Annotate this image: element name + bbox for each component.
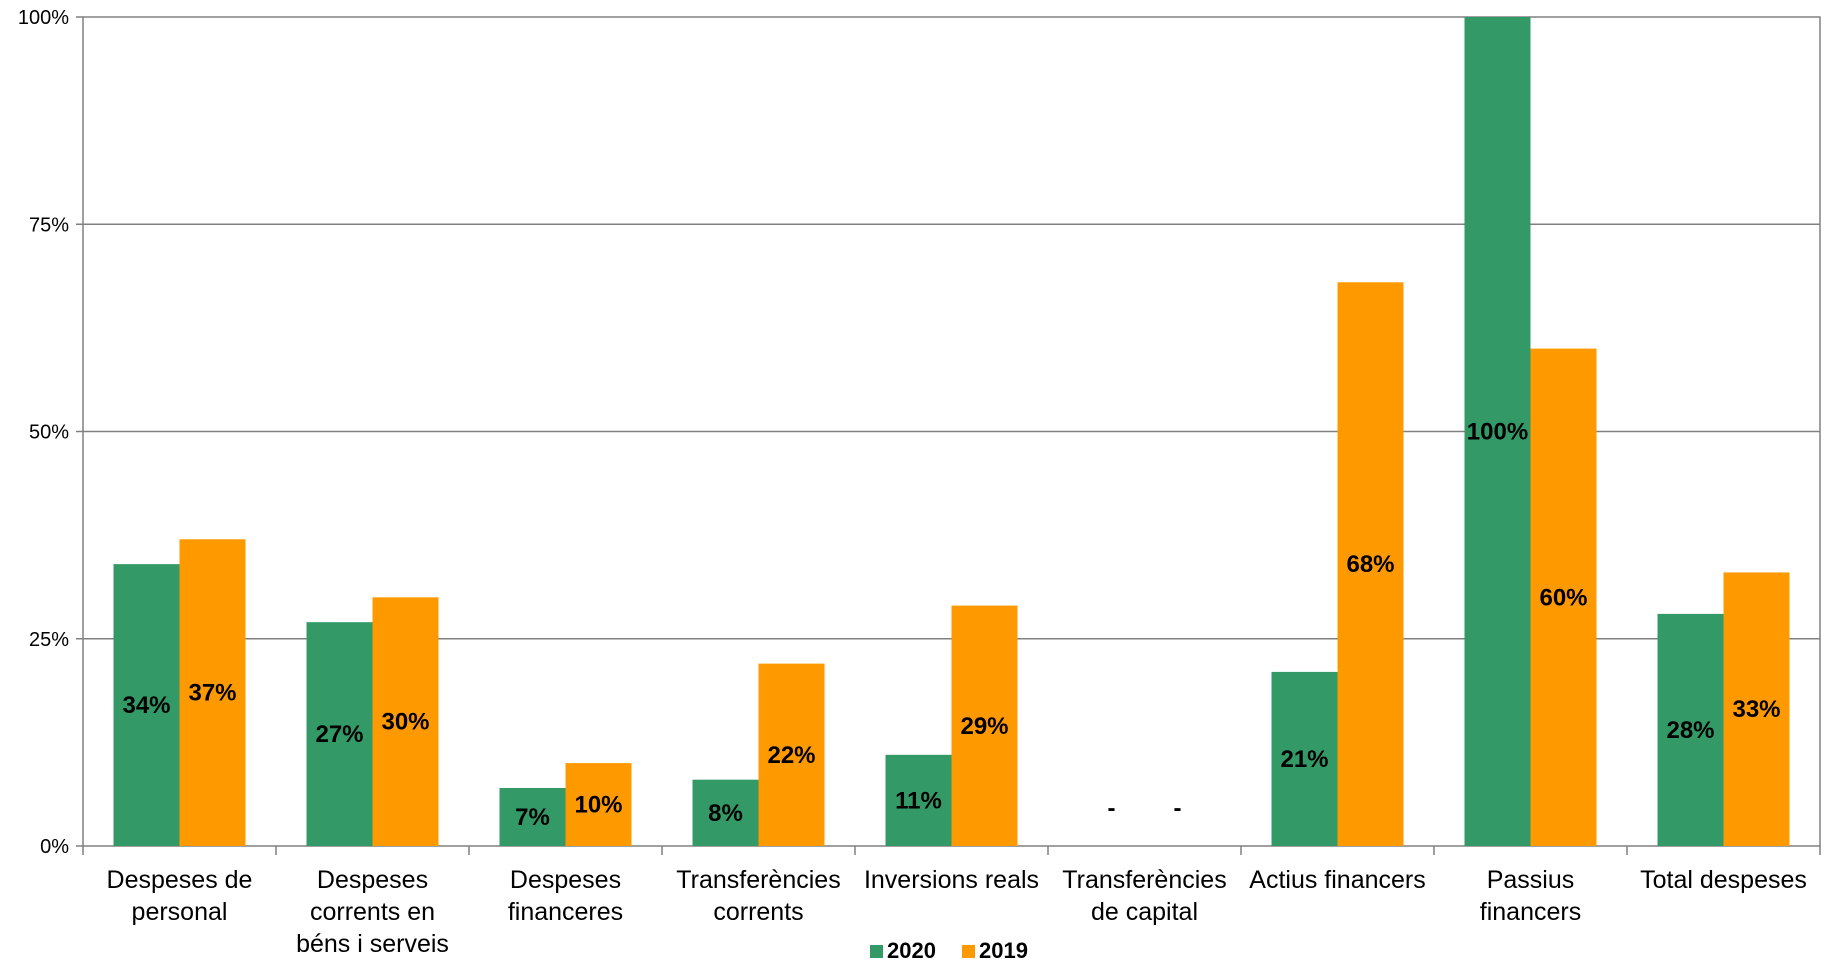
- x-category-label-line: financeres: [508, 898, 623, 926]
- data-label-2020-2: 7%: [515, 804, 550, 831]
- data-label-2020-7: 100%: [1467, 419, 1528, 446]
- x-category-label: Passius financers: [1480, 866, 1581, 926]
- legend-label-2020: 2020: [887, 938, 936, 963]
- data-label-2020-4: 11%: [895, 787, 942, 814]
- x-category-label: Transferències de capital: [1062, 866, 1226, 926]
- y-tick-label: 25%: [29, 629, 69, 651]
- data-label-2020-6: 21%: [1280, 746, 1328, 773]
- bars: [113, 17, 1790, 846]
- x-category-label-line: Transferències: [1062, 866, 1226, 894]
- bar-2020-7: [1464, 17, 1531, 846]
- data-label-2020-8: 28%: [1666, 717, 1714, 744]
- y-tick-label: 0%: [40, 836, 69, 858]
- data-label-2020-3: 8%: [708, 800, 743, 827]
- x-category-label: Despeses corrents en béns i serveis: [296, 866, 449, 958]
- x-category-label-line: de capital: [1091, 898, 1198, 926]
- bar-2020-8: [1657, 613, 1724, 846]
- bar-2020-0: [113, 564, 180, 846]
- bar-2019-6: [1337, 282, 1404, 846]
- data-label-2019-2: 10%: [574, 792, 622, 819]
- bar-2019-8: [1723, 572, 1790, 846]
- data-label-2019-8: 33%: [1732, 696, 1780, 723]
- x-category-label-line: Transferències: [676, 866, 840, 894]
- y-tick-label: 75%: [29, 214, 69, 236]
- legend-swatch-2019: [962, 945, 975, 958]
- x-category-label: Despeses de personal: [107, 866, 253, 926]
- bar-2020-6: [1271, 671, 1338, 846]
- x-category-label: Actius financers: [1249, 866, 1425, 894]
- bar-2020-2: [499, 787, 566, 846]
- x-category-label: Inversions reals: [864, 866, 1039, 894]
- x-category-label: Transferències corrents: [676, 866, 840, 926]
- data-label-2019-7: 60%: [1539, 584, 1587, 611]
- bar-2020-3: [692, 779, 759, 846]
- data-label-2020-0: 34%: [122, 692, 170, 719]
- x-category-label-line: Despeses de: [107, 866, 253, 894]
- y-tick-label: 100%: [18, 7, 69, 29]
- x-category-label-line: Actius financers: [1249, 866, 1425, 894]
- bar-2019-7: [1530, 348, 1597, 846]
- bar-2019-3: [758, 663, 825, 846]
- y-tick-label: 50%: [29, 422, 69, 444]
- data-label-2019-1: 30%: [381, 709, 429, 736]
- bar-2019-2: [565, 763, 632, 846]
- x-category-label-line: corrents en: [310, 898, 435, 926]
- data-label-2019-3: 22%: [767, 742, 815, 769]
- x-category-label-line: Despeses: [317, 866, 428, 894]
- bar-2020-1: [306, 622, 373, 846]
- axes: 0%25%50%75%100%Despeses de personalDespes…: [18, 7, 1821, 958]
- data-label-2019-4: 29%: [960, 713, 1008, 740]
- data-label-2019-6: 68%: [1346, 551, 1394, 578]
- legend: 2020 2019: [870, 938, 1028, 963]
- bar-2020-4: [885, 754, 952, 846]
- data-label-2019-0: 37%: [188, 680, 236, 707]
- bar-2019-0: [179, 539, 246, 846]
- legend-label-2019: 2019: [979, 938, 1028, 963]
- x-category-label-line: Despeses: [510, 866, 621, 894]
- x-category-label-line: corrents: [713, 898, 803, 926]
- x-category-label-line: personal: [132, 898, 228, 926]
- legend-swatch-2020: [870, 945, 883, 958]
- data-labels: 34% 37% 27% 30% 7% 10% 8% 22% 11% 29% - - 21% 68% 100%…: [122, 419, 1780, 831]
- x-category-label-line: Passius: [1487, 866, 1575, 894]
- x-category-label-line: Inversions reals: [864, 866, 1039, 894]
- bar-2019-4: [951, 605, 1018, 846]
- x-category-label-line: Total despeses: [1640, 866, 1807, 894]
- x-category-label: Total despeses: [1640, 866, 1807, 894]
- data-label-2020-1: 27%: [315, 721, 363, 748]
- data-label-2020-5: -: [1108, 795, 1116, 822]
- x-category-label-line: financers: [1480, 898, 1581, 926]
- data-label-2019-5: -: [1174, 795, 1182, 822]
- x-category-label: Despeses financeres: [508, 866, 623, 926]
- x-category-label-line: béns i serveis: [296, 930, 449, 958]
- bar-2019-1: [372, 597, 439, 846]
